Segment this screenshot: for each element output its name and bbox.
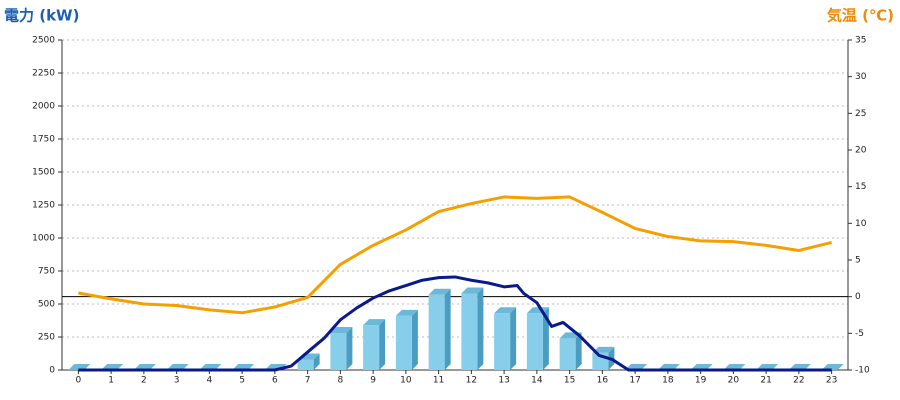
x-tick-label: 14 xyxy=(531,376,543,386)
x-tick-label: 13 xyxy=(498,376,509,386)
x-tick-label: 4 xyxy=(207,376,213,386)
y2-tick-label: 15 xyxy=(855,182,866,192)
x-tick-label: 2 xyxy=(141,376,147,386)
bar xyxy=(494,313,511,370)
x-tick-label: 3 xyxy=(174,376,180,386)
y-axis-title: 電力 (kW) xyxy=(4,7,79,25)
bar-side xyxy=(313,353,320,370)
x-tick-label: 11 xyxy=(433,376,444,386)
bar-side xyxy=(379,319,386,370)
bar-top xyxy=(461,287,484,294)
bar xyxy=(428,294,445,370)
line xyxy=(78,195,832,315)
bar-side xyxy=(510,307,517,370)
x-tick-label: 17 xyxy=(629,376,640,386)
bar xyxy=(395,315,412,370)
x-tick-label: 21 xyxy=(760,376,771,386)
y-tick-label: 1500 xyxy=(32,168,55,178)
y2-tick-label: -5 xyxy=(855,329,864,339)
y2-tick-label: 30 xyxy=(855,72,867,82)
y2-tick-label: 10 xyxy=(855,219,867,229)
y-tick-label: 500 xyxy=(38,300,55,310)
bar-side xyxy=(542,307,549,370)
bar xyxy=(559,338,576,370)
bar xyxy=(297,359,314,370)
y2-tick-label: 20 xyxy=(855,146,867,156)
bar-side xyxy=(444,288,451,370)
y-tick-label: 2500 xyxy=(32,36,55,46)
bar xyxy=(363,325,380,370)
x-tick-label: 0 xyxy=(76,376,82,386)
y2-tick-label: 5 xyxy=(855,256,861,266)
x-tick-label: 7 xyxy=(305,376,311,386)
bar-top xyxy=(494,307,517,314)
x-tick-label: 5 xyxy=(239,376,245,386)
y-tick-label: 250 xyxy=(38,333,55,343)
bar xyxy=(330,333,347,370)
x-tick-label: 12 xyxy=(466,376,477,386)
x-tick-label: 9 xyxy=(370,376,376,386)
bar-side xyxy=(411,309,418,370)
x-tick-label: 1 xyxy=(108,376,114,386)
x-tick-label: 23 xyxy=(826,376,837,386)
x-tick-label: 16 xyxy=(597,376,609,386)
y-tick-label: 750 xyxy=(38,267,55,277)
bar-top xyxy=(330,327,353,334)
y2-tick-label: 35 xyxy=(855,36,866,46)
y2-tick-label: 0 xyxy=(855,292,861,302)
y-tick-label: 1000 xyxy=(32,234,55,244)
bar-top xyxy=(395,309,418,316)
y-tick-label: 2250 xyxy=(32,69,55,79)
y2-axis-title: 気温 (℃) xyxy=(827,7,894,25)
x-tick-label: 15 xyxy=(564,376,575,386)
x-tick-label: 8 xyxy=(338,376,344,386)
x-tick-label: 10 xyxy=(400,376,412,386)
line xyxy=(78,275,832,372)
x-tick-label: 22 xyxy=(793,376,804,386)
bar-side xyxy=(346,327,353,370)
y-tick-label: 1250 xyxy=(32,201,55,211)
bar xyxy=(461,293,478,370)
y-tick-label: 2000 xyxy=(32,102,55,112)
x-tick-label: 19 xyxy=(695,376,707,386)
bar-top xyxy=(363,319,386,326)
y2-tick-label: -10 xyxy=(855,366,870,376)
y2-tick-label: 25 xyxy=(855,109,866,119)
bar-side xyxy=(477,287,484,370)
bar-top xyxy=(592,346,615,353)
y-tick-label: 0 xyxy=(49,366,55,376)
bar xyxy=(526,313,543,370)
x-tick-label: 6 xyxy=(272,376,278,386)
x-tick-label: 20 xyxy=(728,376,740,386)
x-tick-label: 18 xyxy=(662,376,674,386)
bar-side xyxy=(575,332,582,370)
y-tick-label: 1750 xyxy=(32,135,55,145)
bar-top xyxy=(428,288,451,295)
